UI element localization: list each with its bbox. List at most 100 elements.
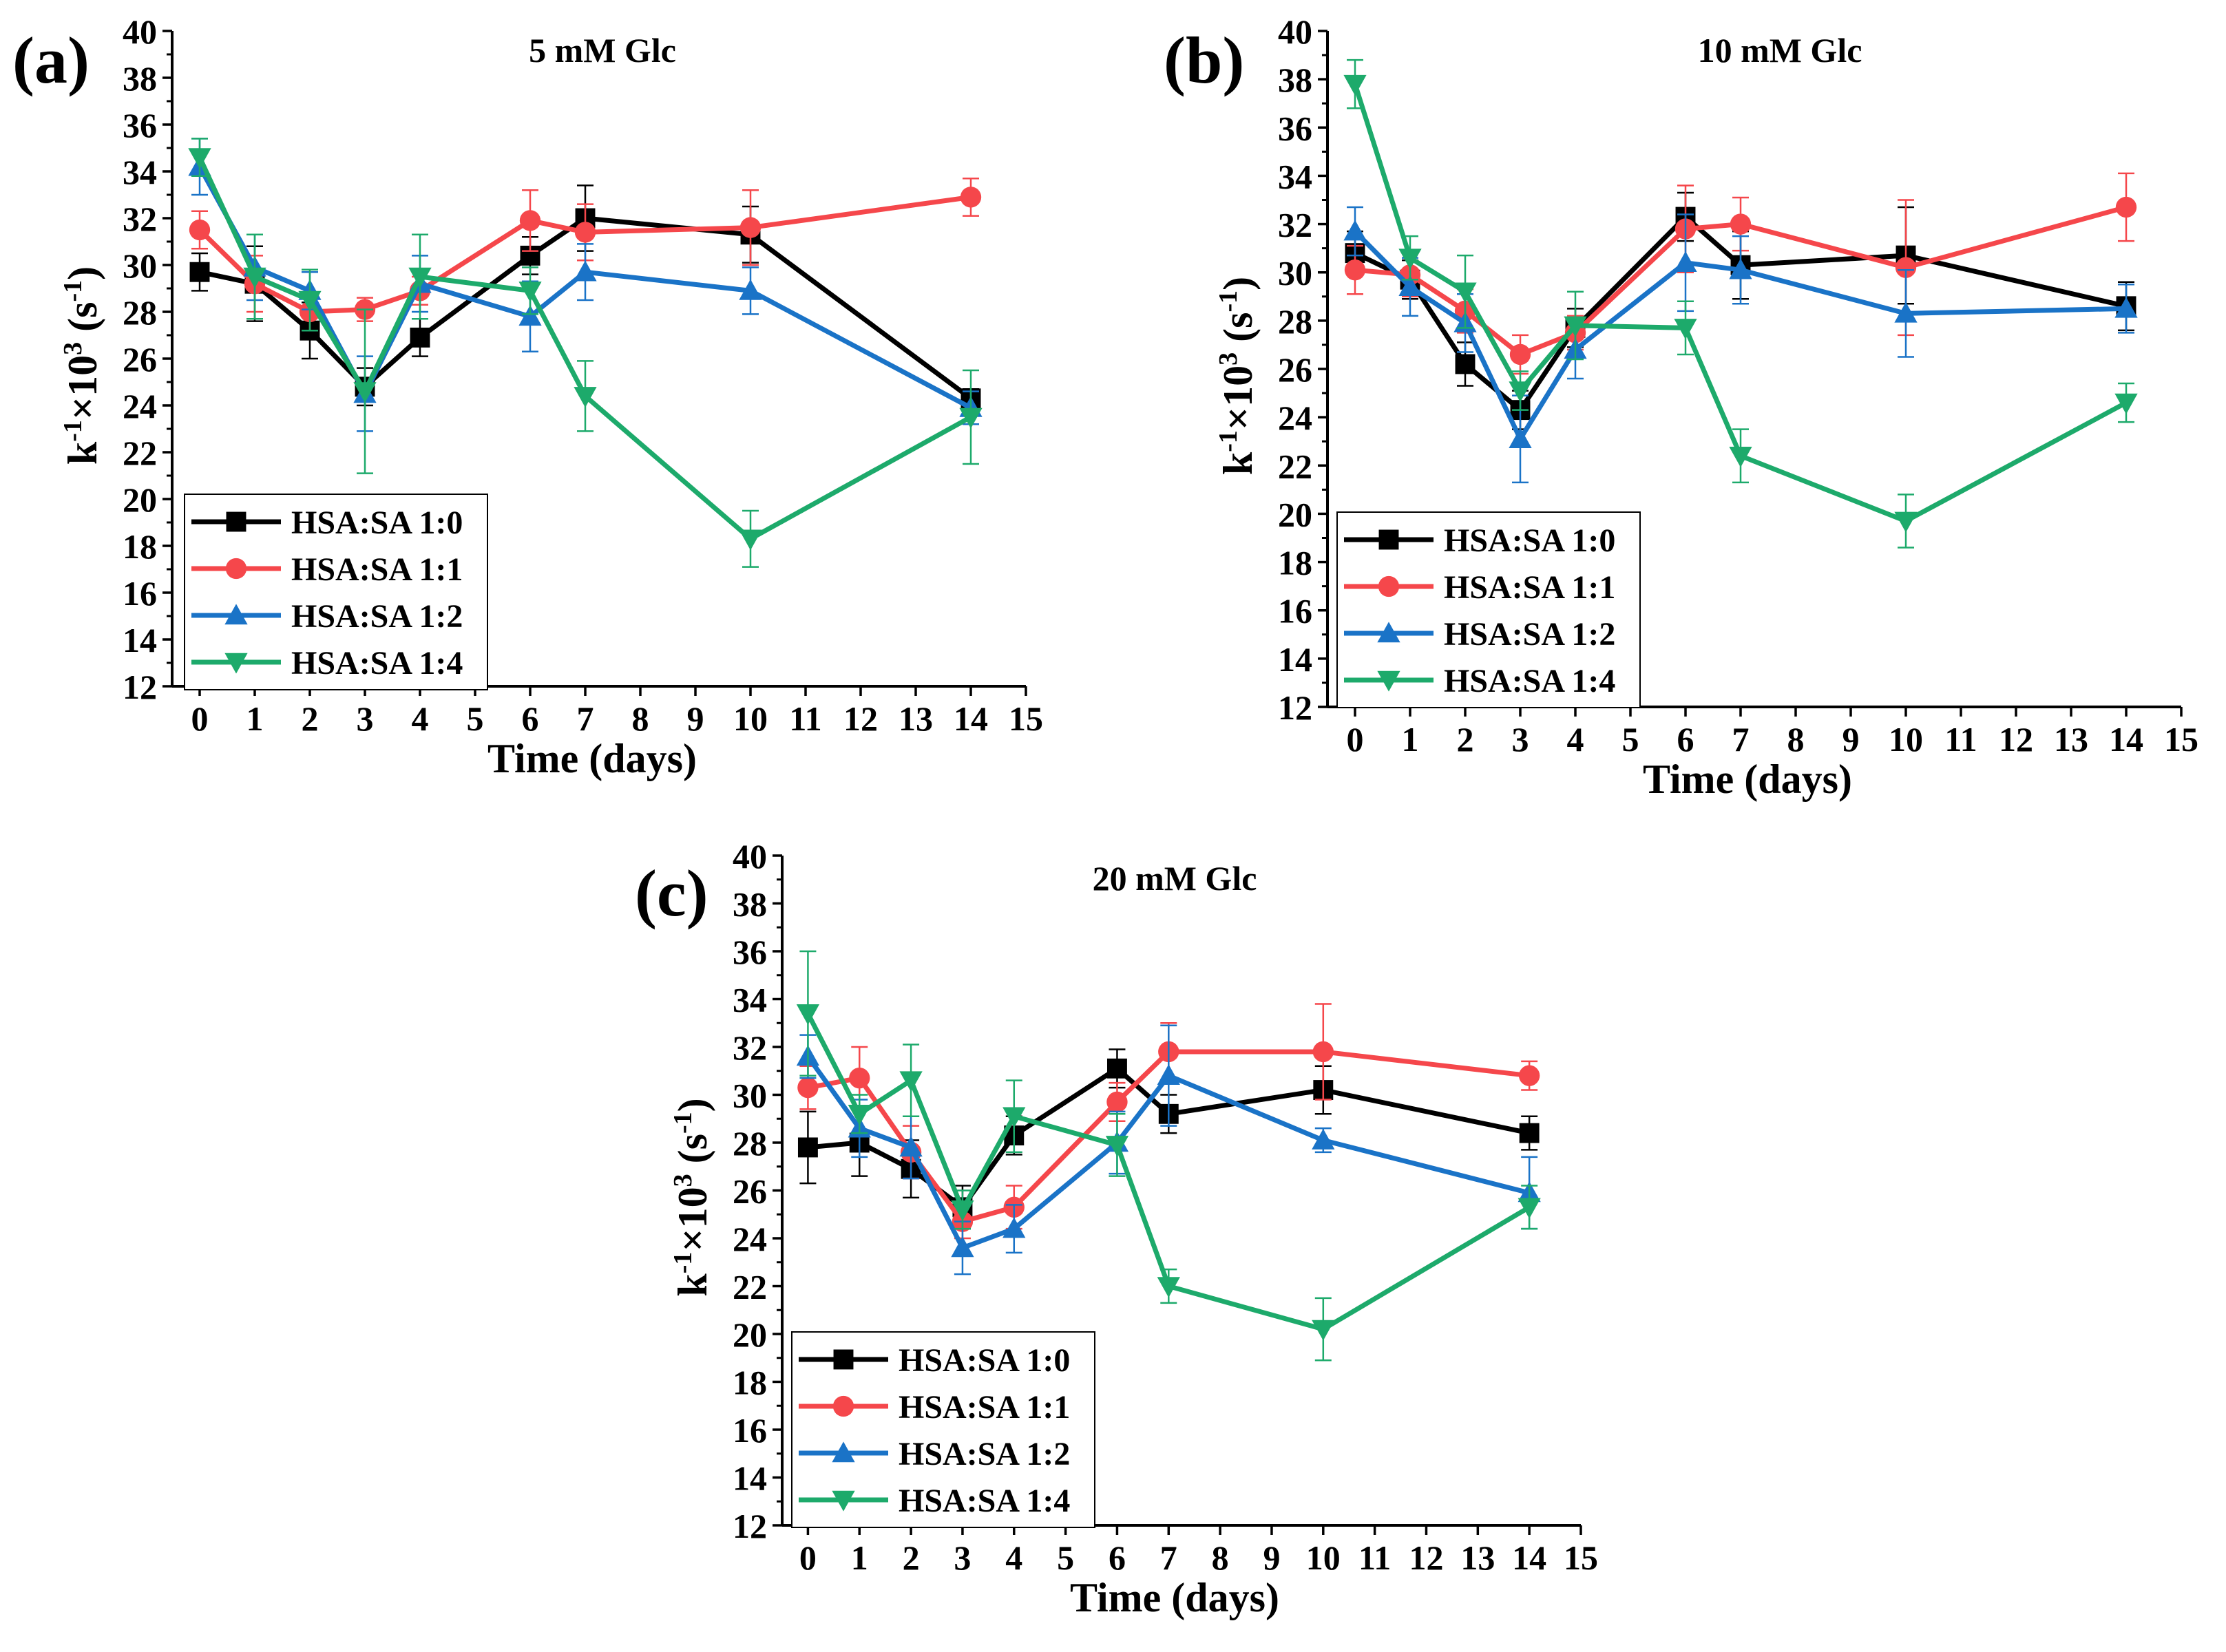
x-tick-label: 7 — [1160, 1538, 1177, 1577]
y-tick-label: 22 — [733, 1268, 767, 1306]
legend-label: HSA:SA 1:1 — [291, 551, 463, 588]
data-point — [574, 260, 597, 282]
x-tick-label: 5 — [1622, 720, 1639, 759]
x-tick-label: 2 — [302, 699, 319, 738]
y-axis-label-exp1: -1 — [1214, 430, 1243, 452]
data-point — [848, 1105, 871, 1125]
data-point — [574, 222, 596, 243]
data-point — [574, 387, 597, 408]
data-point — [899, 1071, 923, 1092]
data-point — [189, 262, 210, 282]
x-tick-label: 12 — [1999, 720, 2033, 759]
x-tick-label: 5 — [467, 699, 484, 738]
legend-swatch-marker — [1377, 670, 1400, 692]
legend-label: HSA:SA 1:0 — [1444, 522, 1615, 559]
x-tick-label: 11 — [1358, 1538, 1391, 1577]
panel-label: (c) — [635, 856, 708, 930]
x-axis-label: Time (days) — [1643, 756, 1852, 802]
chart-title: 20 mM Glc — [1093, 859, 1257, 898]
y-axis-label-unit-open: (s — [60, 302, 105, 342]
x-tick-label: 1 — [1402, 720, 1419, 759]
x-tick-label: 11 — [1944, 720, 1977, 759]
y-tick-label: 24 — [1278, 399, 1312, 437]
series-hsa-sa-1-4 — [188, 138, 983, 568]
data-point — [189, 219, 211, 241]
legend-swatch-marker — [225, 558, 247, 580]
y-tick-label: 22 — [123, 434, 157, 472]
x-tick-label: 13 — [1460, 1538, 1495, 1577]
y-tick-label: 38 — [123, 59, 157, 98]
y-tick-label: 32 — [123, 200, 157, 238]
data-point — [1398, 275, 1422, 297]
y-tick-label: 28 — [123, 293, 157, 332]
x-tick-label: 6 — [1109, 1538, 1126, 1577]
x-tick-label: 2 — [903, 1538, 920, 1577]
y-tick-label: 24 — [123, 387, 157, 425]
data-point — [243, 267, 266, 288]
x-tick-label: 8 — [1212, 1538, 1229, 1577]
y-axis-label-exp1: -1 — [669, 1252, 697, 1274]
data-point — [1106, 1058, 1127, 1079]
data-point — [1312, 1041, 1334, 1063]
x-tick-label: 12 — [1409, 1538, 1443, 1577]
legend-label: HSA:SA 1:1 — [1444, 569, 1615, 606]
y-tick-label: 40 — [123, 12, 157, 51]
y-tick-label: 20 — [1278, 495, 1312, 533]
data-point — [1002, 1107, 1026, 1128]
x-tick-label: 9 — [1842, 720, 1860, 759]
data-point — [1730, 213, 1752, 235]
x-tick-label: 7 — [577, 699, 594, 738]
legend-label: HSA:SA 1:2 — [899, 1436, 1070, 1472]
y-tick-label: 28 — [733, 1124, 767, 1163]
data-point — [410, 327, 430, 348]
data-point — [739, 279, 762, 300]
y-tick-label: 16 — [1278, 592, 1312, 631]
data-point — [519, 210, 541, 231]
y-axis-label-exp3: -1 — [1214, 290, 1243, 313]
data-point — [1509, 381, 1532, 403]
y-tick-label: 22 — [1278, 447, 1312, 485]
data-point — [1894, 511, 1918, 533]
data-point — [1398, 248, 1422, 270]
data-point — [1729, 258, 1752, 279]
y-tick-label: 30 — [1278, 254, 1312, 293]
y-axis-label: k-1×103 (s-1) — [59, 266, 105, 465]
y-tick-label: 34 — [733, 981, 767, 1019]
data-point — [188, 148, 211, 169]
y-axis-label-exp2: 3 — [59, 342, 87, 355]
y-tick-label: 32 — [1278, 206, 1312, 244]
data-point — [2115, 196, 2137, 218]
y-axis-label-k: k — [670, 1273, 715, 1297]
data-point — [518, 305, 542, 326]
data-point — [951, 1236, 974, 1258]
chart-title: 5 mM Glc — [529, 31, 676, 70]
legend-swatch-marker — [832, 1441, 855, 1463]
data-point — [1519, 1123, 1540, 1143]
y-tick-label: 18 — [123, 527, 157, 566]
data-point — [1674, 319, 1697, 340]
y-tick-label: 16 — [123, 574, 157, 613]
x-tick-label: 10 — [733, 699, 768, 738]
data-point — [1894, 301, 1918, 323]
data-point — [797, 1137, 818, 1158]
x-tick-label: 13 — [2054, 720, 2088, 759]
x-tick-label: 1 — [246, 699, 264, 738]
y-axis-label-exp3: -1 — [59, 280, 87, 302]
legend-label: HSA:SA 1:0 — [291, 505, 463, 541]
data-point — [1343, 74, 1367, 96]
y-tick-label: 14 — [123, 621, 157, 659]
legend-swatch-marker — [1378, 575, 1400, 597]
panel-label: (b) — [1164, 23, 1244, 97]
y-axis-label-mul: ×10 — [670, 1187, 715, 1251]
data-point — [1509, 343, 1531, 366]
data-point — [959, 407, 983, 429]
data-point — [739, 529, 762, 551]
legend-label: HSA:SA 1:4 — [1444, 663, 1615, 699]
y-tick-label: 12 — [1278, 688, 1312, 727]
x-tick-label: 4 — [1005, 1538, 1022, 1577]
legend-swatch-marker — [224, 604, 248, 625]
chart-title: 10 mM Glc — [1698, 31, 1862, 70]
y-axis-label-unit-close: ) — [670, 1098, 715, 1112]
